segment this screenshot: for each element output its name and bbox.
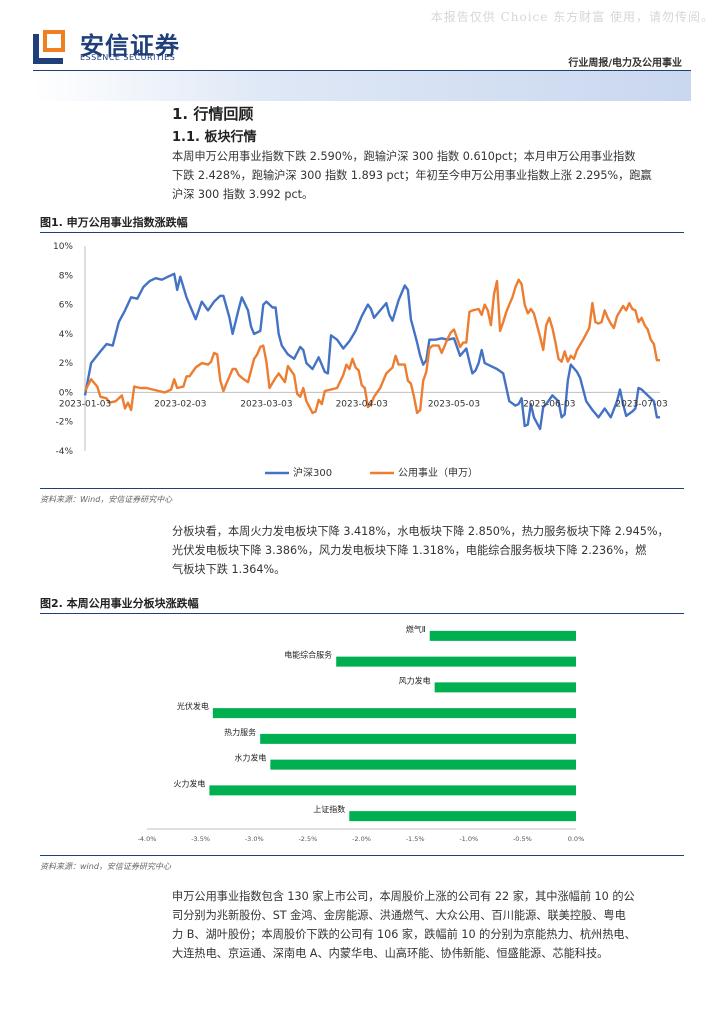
x-tick-label: 2023-05-03 xyxy=(428,399,480,409)
y-tick-label: -2% xyxy=(55,418,73,428)
section-heading: 1. 行情回顾 xyxy=(172,105,254,123)
figure-1-bottom-rule xyxy=(40,488,684,489)
figure-1-source: 资料来源：Wind，安信证券研究中心 xyxy=(40,495,173,504)
figure-2-title: 图2. 本周公用事业分板块涨跌幅 xyxy=(40,597,199,610)
x-tick-label: -3.5% xyxy=(191,835,210,843)
y-tick-label: 6% xyxy=(59,301,74,311)
x-tick-label: -3.0% xyxy=(245,835,264,843)
figure-1-rule xyxy=(40,232,684,233)
paragraph-line: 沪深 300 指数 3.992 pct。 xyxy=(172,188,314,201)
figure-2-source: 资料来源：wind，安信证券研究中心 xyxy=(40,862,171,871)
series-line-csi300 xyxy=(83,272,660,431)
x-tick-label: 2023-07-03 xyxy=(615,399,667,409)
category-label: 电能综合服务 xyxy=(284,650,332,660)
category-label: 水力发电 xyxy=(234,753,266,763)
y-tick-label: 4% xyxy=(59,330,74,340)
bar xyxy=(336,656,576,667)
bar xyxy=(260,733,576,744)
paragraph-line: 司分别为兆新股份、ST 金鸿、金房能源、洪通燃气、大众公用、百川能源、联美控股、… xyxy=(172,909,626,922)
x-tick-label: -2.5% xyxy=(298,835,317,843)
paragraph-line: 分板块看，本周火力发电板块下降 3.418%，水电板块下降 2.850%，热力服… xyxy=(172,525,669,538)
category-label: 上证指数 xyxy=(313,804,345,814)
figure-2-bottom-rule xyxy=(40,855,684,856)
y-tick-label: -4% xyxy=(55,447,73,457)
figure-1-title: 图1. 申万公用事业指数涨跌幅 xyxy=(40,216,188,229)
index-line-chart: 10% 8% 6% 4% 2% 0% -2% -4% 2023-01-03 2023-02-03 2… xyxy=(53,242,668,479)
x-tick-label: -1.5% xyxy=(406,835,425,843)
paragraph-stock-summary: 申万公用事业指数包含 130 家上市公司，本周股价上涨的公司有 22 家，其中涨… xyxy=(172,887,692,963)
category-label: 风力发电 xyxy=(399,675,431,685)
figure-2-rule xyxy=(40,613,684,614)
y-tick-label: 0% xyxy=(59,388,74,398)
category-label: 热力服务 xyxy=(224,727,256,737)
paragraph-line: 气板块下跌 1.364%。 xyxy=(172,563,286,576)
x-tick-label: 2023-06-03 xyxy=(523,399,575,409)
paragraph-sector-summary: 分板块看，本周火力发电板块下降 3.418%，水电板块下降 2.850%，热力服… xyxy=(172,522,692,579)
category-label: 燃气Ⅱ xyxy=(406,624,426,634)
paragraph-market-summary: 本周申万公用事业指数下跌 2.590%，跑输沪深 300 指数 0.610pct… xyxy=(172,147,692,204)
bar xyxy=(209,785,576,796)
paragraph-line: 光伏发电板块下降 3.386%，风力发电板块下降 1.318%，电能综合服务板块… xyxy=(172,544,647,557)
legend-label: 沪深300 xyxy=(293,466,332,479)
logo-text-en: ESSENCE SECURITIES xyxy=(80,53,176,62)
y-tick-label: 2% xyxy=(59,359,74,369)
bar xyxy=(429,630,576,641)
paragraph-line: 力 B、湖叶股份；本周股价下跌的公司有 106 家，跌幅前 10 的分别为京能热… xyxy=(172,928,636,941)
bar xyxy=(434,682,576,693)
x-tick-label: 2023-02-03 xyxy=(154,399,206,409)
bar xyxy=(349,811,576,822)
bar xyxy=(270,759,576,770)
paragraph-line: 申万公用事业指数包含 130 家上市公司，本周股价上涨的公司有 22 家，其中涨… xyxy=(172,890,635,903)
subsection-heading: 1.1. 板块行情 xyxy=(172,130,257,145)
series-line-utilities xyxy=(83,278,660,415)
x-tick-label: -2.0% xyxy=(352,835,371,843)
x-tick-label: 2023-01-03 xyxy=(59,399,111,409)
logo-text-cn: 安信证券 xyxy=(80,32,180,60)
logo-icon xyxy=(33,30,65,64)
report-type: 行业周报/电力及公用事业 xyxy=(568,58,682,69)
x-tick-label: 2023-03-03 xyxy=(240,399,292,409)
x-tick-label: 2023-04-03 xyxy=(336,399,388,409)
y-tick-label: 8% xyxy=(59,271,74,281)
x-tick-label: 0.0% xyxy=(568,835,585,843)
bar xyxy=(212,708,576,719)
paragraph-line: 大连热电、京运通、深南电 A、内蒙华电、山高环能、协伟新能、恒盛能源、芯能科技。 xyxy=(172,947,609,960)
x-tick-label: -1.0% xyxy=(459,835,478,843)
paragraph-line: 本周申万公用事业指数下跌 2.590%，跑输沪深 300 指数 0.610pct… xyxy=(172,150,636,163)
watermark: 本报告仅供 Choice 东方财富 使用，请勿传阅。 xyxy=(430,10,714,24)
category-label: 光伏发电 xyxy=(177,701,209,711)
header-band xyxy=(33,70,691,101)
x-tick-label: -0.5% xyxy=(513,835,532,843)
y-tick-label: 10% xyxy=(53,242,73,252)
paragraph-line: 下跌 2.428%，跑输沪深 300 指数 1.893 pct；年初至今申万公用… xyxy=(172,169,652,182)
x-tick-label: -4.0% xyxy=(138,835,157,843)
category-label: 火力发电 xyxy=(173,778,205,788)
legend-label: 公用事业（申万） xyxy=(398,466,478,479)
